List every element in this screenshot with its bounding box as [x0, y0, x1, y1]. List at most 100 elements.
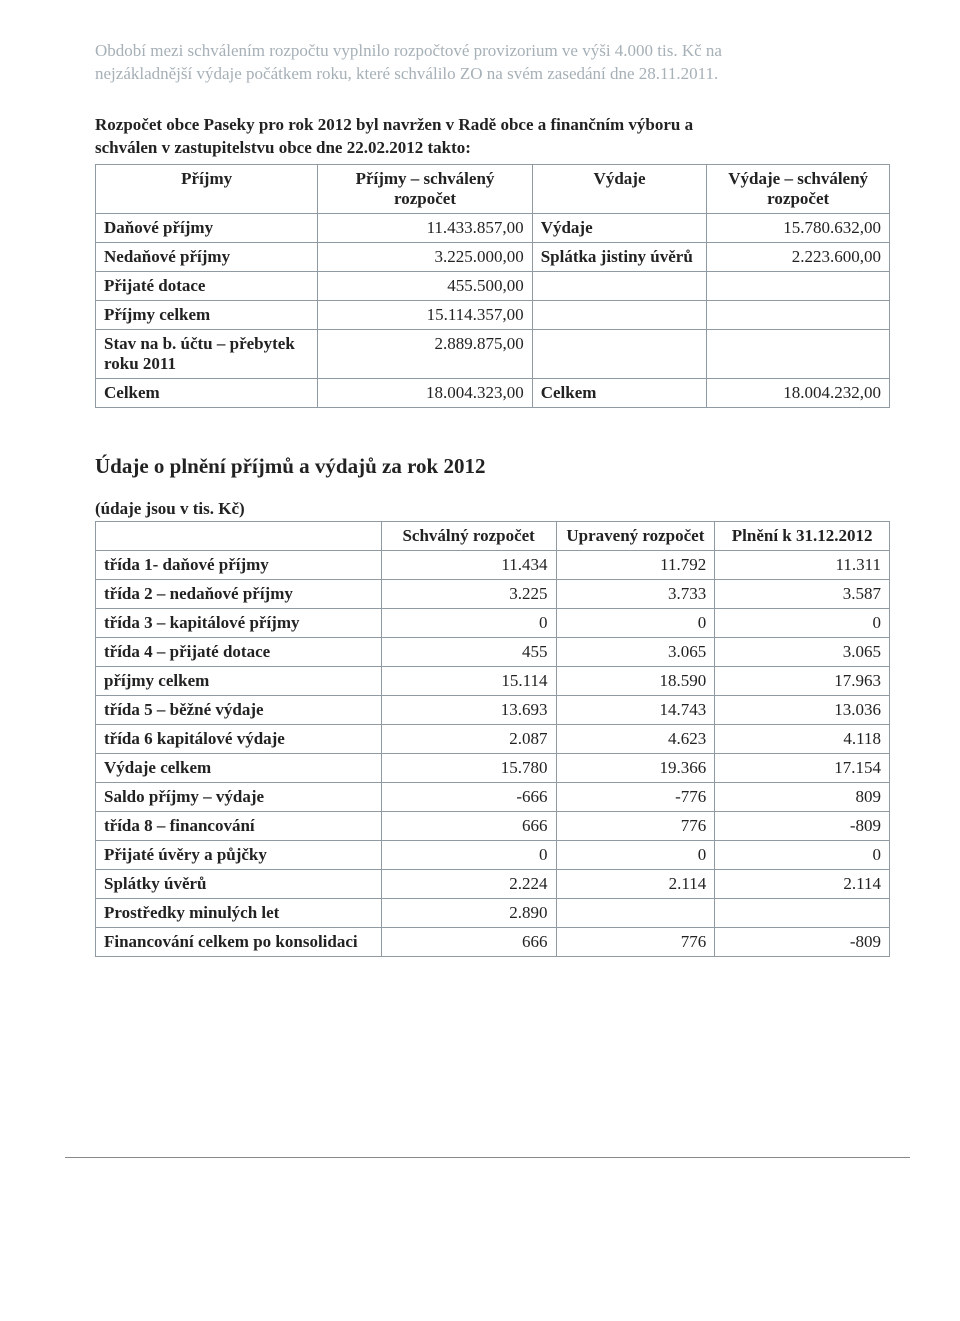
cell-value: 2.087 — [381, 724, 556, 753]
cell-label: Splátka jistiny úvěrů — [532, 242, 707, 271]
table-row: Celkem 18.004.323,00 Celkem 18.004.232,0… — [96, 378, 890, 407]
cell-value: 3.587 — [715, 579, 890, 608]
cell-label: Splátky úvěrů — [96, 869, 382, 898]
table-row: Daňové příjmy 11.433.857,00 Výdaje 15.78… — [96, 213, 890, 242]
cell-label — [532, 329, 707, 378]
intro-paragraph: Období mezi schválením rozpočtu vyplnilo… — [95, 40, 890, 86]
cell-value: -809 — [715, 811, 890, 840]
cell-label: Saldo příjmy – výdaje — [96, 782, 382, 811]
cell-value: 11.433.857,00 — [318, 213, 532, 242]
cell-value: 4.623 — [556, 724, 715, 753]
cell-value — [707, 329, 890, 378]
cell-label: Výdaje celkem — [96, 753, 382, 782]
cell-value — [707, 271, 890, 300]
col-header-schvalny: Schválný rozpočet — [381, 521, 556, 550]
cell-label — [532, 271, 707, 300]
col-header-vydaje-schvaleny: Výdaje – schválený rozpočet — [707, 164, 890, 213]
cell-value: 14.743 — [556, 695, 715, 724]
cell-value: 19.366 — [556, 753, 715, 782]
cell-value: 4.118 — [715, 724, 890, 753]
cell-value: 776 — [556, 927, 715, 956]
section-note-units: (údaje jsou v tis. Kč) — [95, 499, 890, 519]
cell-value: 0 — [556, 840, 715, 869]
cell-value: 18.004.232,00 — [707, 378, 890, 407]
cell-label: Celkem — [532, 378, 707, 407]
col-header-plneni: Plnění k 31.12.2012 — [715, 521, 890, 550]
cell-value — [556, 898, 715, 927]
cell-value: 0 — [715, 608, 890, 637]
cell-label: Financování celkem po konsolidaci — [96, 927, 382, 956]
page-footer-rule — [65, 1157, 910, 1158]
cell-value: 3.065 — [556, 637, 715, 666]
cell-value: 11.792 — [556, 550, 715, 579]
cell-value: 666 — [381, 927, 556, 956]
cell-value: 11.434 — [381, 550, 556, 579]
cell-value: 666 — [381, 811, 556, 840]
cell-value: 2.223.600,00 — [707, 242, 890, 271]
cell-label: Přijaté dotace — [96, 271, 318, 300]
cell-value: 13.693 — [381, 695, 556, 724]
table-row: třída 2 – nedaňové příjmy 3.225 3.733 3.… — [96, 579, 890, 608]
budget-intro-heading: Rozpočet obce Paseky pro rok 2012 byl na… — [95, 114, 890, 160]
cell-label: Přijaté úvěry a půjčky — [96, 840, 382, 869]
cell-value: 13.036 — [715, 695, 890, 724]
col-header-upraveny: Upravený rozpočet — [556, 521, 715, 550]
table-header-row: Schválný rozpočet Upravený rozpočet Plně… — [96, 521, 890, 550]
table-row: Stav na b. účtu – přebytek roku 2011 2.8… — [96, 329, 890, 378]
table-row: příjmy celkem 15.114 18.590 17.963 — [96, 666, 890, 695]
cell-value: 455 — [381, 637, 556, 666]
cell-value: 18.590 — [556, 666, 715, 695]
table-row: třída 4 – přijaté dotace 455 3.065 3.065 — [96, 637, 890, 666]
page: Období mezi schválením rozpočtu vyplnilo… — [0, 0, 960, 1321]
cell-label: Prostředky minulých let — [96, 898, 382, 927]
table-row: Prostředky minulých let 2.890 — [96, 898, 890, 927]
cell-label: příjmy celkem — [96, 666, 382, 695]
cell-value: 3.225 — [381, 579, 556, 608]
cell-value: 2.889.875,00 — [318, 329, 532, 378]
cell-label: Daňové příjmy — [96, 213, 318, 242]
intro-line-1: Období mezi schválením rozpočtu vyplnilo… — [95, 41, 722, 60]
cell-value: -666 — [381, 782, 556, 811]
table-row: třída 8 – financování 666 776 -809 — [96, 811, 890, 840]
table-row: Nedaňové příjmy 3.225.000,00 Splátka jis… — [96, 242, 890, 271]
table-row: Přijaté dotace 455.500,00 — [96, 271, 890, 300]
cell-value: 11.311 — [715, 550, 890, 579]
cell-value: 2.114 — [715, 869, 890, 898]
cell-value: 3.733 — [556, 579, 715, 608]
budget-intro-line-1: Rozpočet obce Paseky pro rok 2012 byl na… — [95, 115, 693, 134]
cell-label: třída 5 – běžné výdaje — [96, 695, 382, 724]
table-header-row: Příjmy Příjmy – schválený rozpočet Výdaj… — [96, 164, 890, 213]
col-header-empty — [96, 521, 382, 550]
cell-value: 18.004.323,00 — [318, 378, 532, 407]
cell-value: 17.154 — [715, 753, 890, 782]
table-row: Saldo příjmy – výdaje -666 -776 809 — [96, 782, 890, 811]
cell-value: 3.065 — [715, 637, 890, 666]
cell-label — [532, 300, 707, 329]
table-row: Splátky úvěrů 2.224 2.114 2.114 — [96, 869, 890, 898]
table-row: třída 6 kapitálové výdaje 2.087 4.623 4.… — [96, 724, 890, 753]
cell-value: 15.114.357,00 — [318, 300, 532, 329]
cell-value: 15.780 — [381, 753, 556, 782]
table-row: Příjmy celkem 15.114.357,00 — [96, 300, 890, 329]
cell-value: 0 — [381, 608, 556, 637]
cell-value: 455.500,00 — [318, 271, 532, 300]
section-title-plneni: Údaje o plnění příjmů a výdajů za rok 20… — [95, 454, 890, 479]
cell-label: třída 2 – nedaňové příjmy — [96, 579, 382, 608]
cell-label: Celkem — [96, 378, 318, 407]
cell-label: Výdaje — [532, 213, 707, 242]
col-header-prijmy-schvaleny: Příjmy – schválený rozpočet — [318, 164, 532, 213]
fulfillment-table: Schválný rozpočet Upravený rozpočet Plně… — [95, 521, 890, 957]
cell-value: 2.224 — [381, 869, 556, 898]
col-header-prijmy: Příjmy — [96, 164, 318, 213]
cell-label: třída 3 – kapitálové příjmy — [96, 608, 382, 637]
table-row: třída 1- daňové příjmy 11.434 11.792 11.… — [96, 550, 890, 579]
cell-value: 15.780.632,00 — [707, 213, 890, 242]
cell-label: třída 4 – přijaté dotace — [96, 637, 382, 666]
cell-value: 3.225.000,00 — [318, 242, 532, 271]
table-row: Přijaté úvěry a půjčky 0 0 0 — [96, 840, 890, 869]
cell-label: Příjmy celkem — [96, 300, 318, 329]
cell-value: 15.114 — [381, 666, 556, 695]
cell-value: -809 — [715, 927, 890, 956]
cell-value: 0 — [556, 608, 715, 637]
intro-line-2: nejzákladnější výdaje počátkem roku, kte… — [95, 64, 718, 83]
